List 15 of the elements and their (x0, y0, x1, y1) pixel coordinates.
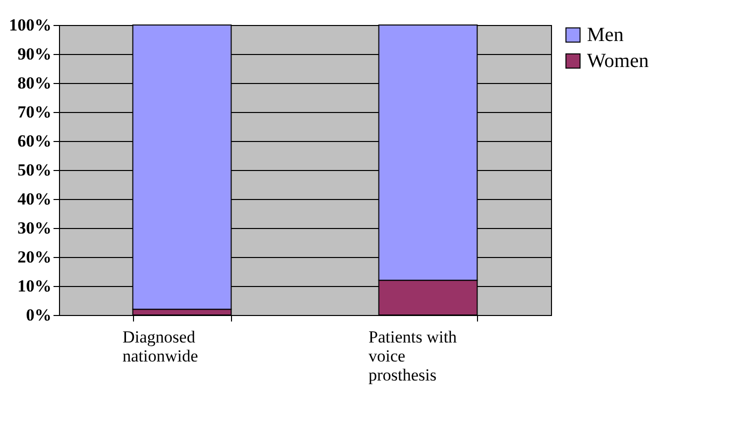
legend-label: Women (587, 50, 649, 72)
y-tick-label: 80% (18, 74, 52, 92)
y-tick-label: 20% (18, 248, 52, 266)
x-tick-label: Patients with voice prosthesis (368, 328, 458, 384)
y-tick-label: 90% (18, 44, 52, 64)
y-tick-label: 40% (18, 190, 52, 208)
y-tick-label: 70% (18, 102, 52, 122)
legend-label: Men (587, 24, 624, 46)
x-tick-label: Diagnosed nationwide (122, 328, 198, 366)
y-tick-label: 30% (18, 218, 52, 238)
y-tick-label: 10% (18, 276, 52, 296)
y-tick-label: 100% (9, 16, 52, 34)
y-tick-label: 60% (18, 132, 52, 150)
y-tick-label: 50% (18, 160, 52, 180)
y-tick-label: 0% (26, 306, 52, 324)
